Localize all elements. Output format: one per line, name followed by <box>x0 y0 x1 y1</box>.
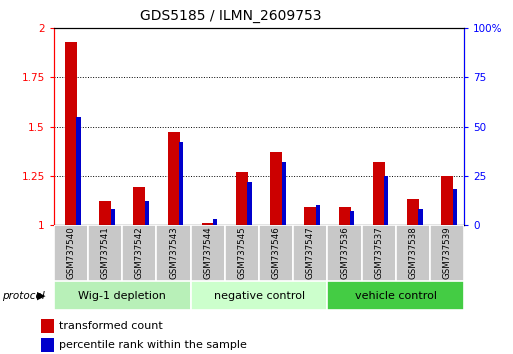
Bar <box>213 219 218 225</box>
Bar <box>282 162 286 225</box>
Bar <box>202 223 214 225</box>
Bar <box>293 225 327 281</box>
Text: GSM737541: GSM737541 <box>101 227 110 280</box>
Bar <box>76 117 81 225</box>
Bar <box>191 225 225 281</box>
Bar <box>362 225 396 281</box>
Text: protocol: protocol <box>2 291 45 301</box>
Bar <box>145 201 149 225</box>
Bar <box>396 225 430 281</box>
Bar <box>339 207 350 225</box>
Bar <box>236 172 248 225</box>
Text: Wig-1 depletion: Wig-1 depletion <box>78 291 166 301</box>
Bar <box>225 225 259 281</box>
Text: GSM737545: GSM737545 <box>238 227 246 280</box>
Bar <box>41 319 54 333</box>
Bar <box>99 201 111 225</box>
Bar <box>122 225 156 281</box>
Text: GSM737538: GSM737538 <box>408 227 418 280</box>
Bar <box>191 281 327 310</box>
Text: GSM737539: GSM737539 <box>443 227 451 279</box>
Bar <box>327 225 362 281</box>
Bar <box>133 188 145 225</box>
Bar <box>111 209 115 225</box>
Bar <box>430 225 464 281</box>
Bar <box>54 225 88 281</box>
Bar <box>270 152 282 225</box>
Bar <box>41 338 54 352</box>
Text: GSM737546: GSM737546 <box>272 227 281 280</box>
Text: GSM737543: GSM737543 <box>169 227 178 280</box>
Bar <box>179 142 183 225</box>
Text: transformed count: transformed count <box>59 321 163 331</box>
Bar <box>316 205 320 225</box>
Bar <box>88 225 122 281</box>
Bar <box>419 209 423 225</box>
Bar <box>350 211 354 225</box>
Bar <box>65 42 77 225</box>
Bar <box>384 176 388 225</box>
Bar <box>156 225 191 281</box>
Bar <box>452 189 457 225</box>
Text: GSM737544: GSM737544 <box>203 227 212 280</box>
Bar <box>373 162 385 225</box>
Text: GSM737542: GSM737542 <box>135 227 144 280</box>
Text: GSM737540: GSM737540 <box>67 227 75 280</box>
Bar <box>441 176 453 225</box>
Bar <box>259 225 293 281</box>
Bar <box>327 281 464 310</box>
Bar <box>54 281 191 310</box>
Text: percentile rank within the sample: percentile rank within the sample <box>59 339 247 350</box>
Text: GSM737537: GSM737537 <box>374 227 383 280</box>
Text: ▶: ▶ <box>37 291 46 301</box>
Bar <box>247 182 251 225</box>
Bar <box>407 199 419 225</box>
Text: GSM737536: GSM737536 <box>340 227 349 280</box>
Bar <box>168 132 180 225</box>
Text: vehicle control: vehicle control <box>355 291 437 301</box>
Text: negative control: negative control <box>213 291 305 301</box>
Text: GDS5185 / ILMN_2609753: GDS5185 / ILMN_2609753 <box>140 9 322 23</box>
Bar <box>304 207 317 225</box>
Text: GSM737547: GSM737547 <box>306 227 315 280</box>
